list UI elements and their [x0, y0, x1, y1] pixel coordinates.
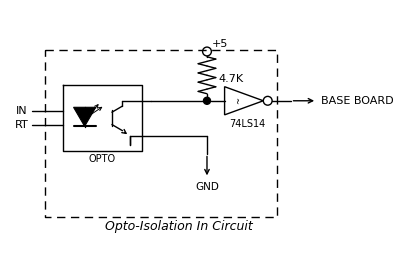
Text: ~: ~	[234, 97, 243, 104]
Text: 4.7K: 4.7K	[218, 74, 244, 84]
Text: BASE BOARD: BASE BOARD	[322, 96, 394, 106]
Text: 74LS14: 74LS14	[229, 119, 266, 129]
Circle shape	[204, 97, 210, 104]
Text: +5: +5	[211, 39, 228, 49]
Text: IN: IN	[16, 106, 28, 116]
Text: RT: RT	[15, 121, 29, 130]
Text: GND: GND	[195, 182, 219, 192]
Polygon shape	[74, 107, 96, 126]
Text: OPTO: OPTO	[89, 154, 116, 164]
Text: Opto-Isolation In Circuit: Opto-Isolation In Circuit	[105, 220, 253, 233]
